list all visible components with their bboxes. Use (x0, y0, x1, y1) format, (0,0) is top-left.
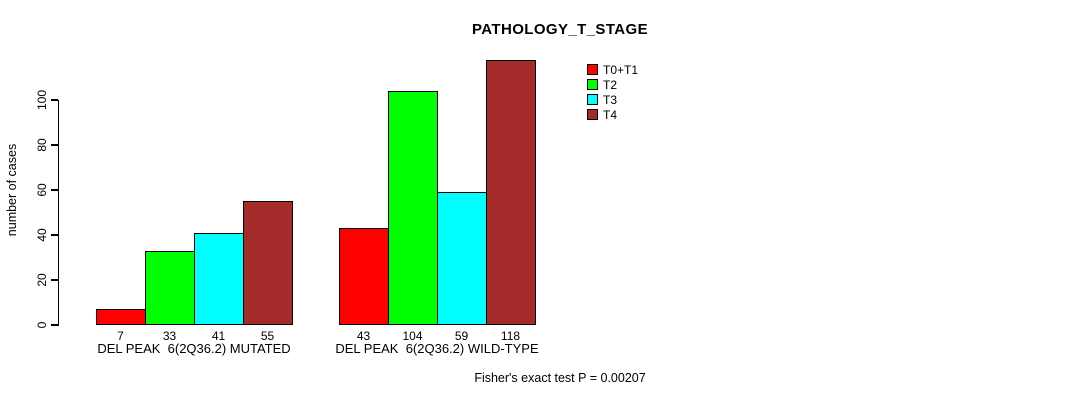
legend-swatch-icon (587, 109, 598, 120)
y-tick-label: 20 (35, 273, 49, 287)
x-group-label-wild-type: DEL PEAK 6(2Q36.2) WILD-TYPE (335, 341, 539, 356)
y-tick-label: 0 (35, 321, 49, 329)
chart-title: PATHOLOGY_T_STAGE (472, 21, 648, 38)
y-axis-label: number of cases (5, 143, 19, 237)
fisher-test-annotation: Fisher's exact test P = 0.00207 (474, 371, 646, 385)
y-tick-label: 40 (35, 228, 49, 242)
bar-value-label: 7 (117, 329, 124, 343)
bar-t4-group1 (243, 201, 293, 325)
legend-swatch-icon (587, 94, 598, 105)
bar-value-label: 33 (162, 329, 177, 343)
bar-t3-group2 (437, 192, 487, 325)
bar-t2-group2 (388, 91, 438, 325)
legend-label: T2 (603, 77, 618, 92)
y-axis-tick (51, 99, 58, 101)
bar-t0-t1-group2 (339, 228, 389, 325)
legend-item-t3: T3 (587, 92, 638, 107)
legend-item-t2: T2 (587, 77, 638, 92)
bar-value-label: 43 (356, 329, 371, 343)
bar-t2-group1 (145, 250, 195, 325)
y-axis-line (57, 99, 59, 326)
y-tick-label: 80 (35, 138, 49, 152)
legend-swatch-icon (587, 79, 598, 90)
y-axis-tick (51, 324, 58, 326)
bar-value-label: 59 (454, 329, 469, 343)
legend-label: T3 (603, 92, 618, 107)
legend-label: T0+T1 (603, 62, 639, 77)
legend-label: T4 (603, 107, 618, 122)
bar-value-label: 55 (260, 329, 275, 343)
y-axis-tick (51, 144, 58, 146)
legend-item-t0-t1: T0+T1 (587, 62, 638, 77)
bar-value-label: 41 (211, 329, 226, 343)
x-group-label-mutated: DEL PEAK 6(2Q36.2) MUTATED (97, 341, 291, 356)
legend-item-t4: T4 (587, 107, 638, 122)
legend: T0+T1 T2 T3 T4 (587, 62, 638, 122)
bar-value-label: 118 (500, 329, 521, 343)
bar-t0-t1-group1 (96, 309, 146, 325)
bar-value-label: 104 (402, 329, 423, 343)
y-axis-tick (51, 234, 58, 236)
legend-swatch-icon (587, 64, 598, 75)
y-tick-label: 100 (35, 89, 49, 111)
y-tick-label: 60 (35, 183, 49, 197)
bar-t4-group2 (486, 59, 536, 325)
y-axis-tick (51, 279, 58, 281)
bar-t3-group1 (194, 232, 244, 325)
y-axis-tick (51, 189, 58, 191)
